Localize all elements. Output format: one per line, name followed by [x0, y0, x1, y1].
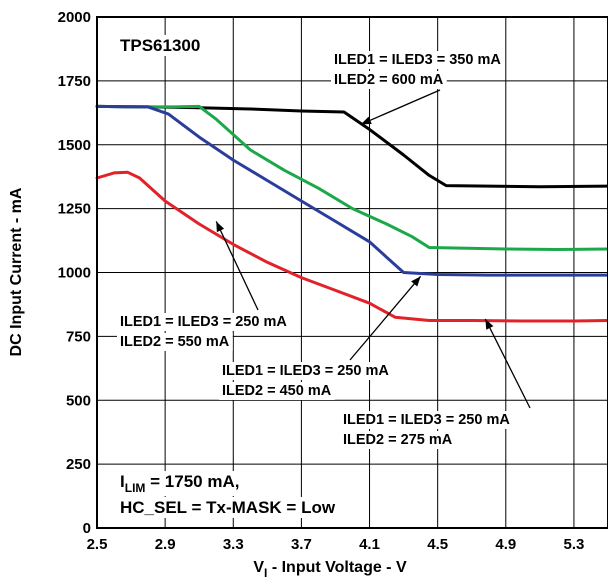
grid [97, 17, 608, 528]
annotation-green-line1: ILED1 = ILED3 = 250 mA [120, 314, 287, 330]
x-tick-label: 2.9 [155, 536, 176, 553]
annotation-arrows [215, 89, 531, 409]
y-tick-label: 750 [66, 328, 91, 345]
annotation-background [219, 362, 393, 380]
y-axis-title: DC Input Current - mA [8, 187, 25, 356]
y-tick-label: 500 [66, 392, 91, 409]
annotation-red-line1: ILED1 = ILED3 = 250 mA [343, 412, 510, 428]
y-tick-label: 1250 [58, 201, 91, 218]
x-tick-label: 4.5 [427, 536, 448, 553]
annotation-arrowhead-1 [216, 221, 225, 233]
annotation-background [117, 313, 291, 331]
annotation-arrowhead-3 [485, 319, 494, 330]
y-tick-label: 1000 [58, 265, 91, 282]
condition-hcsel-label: HC_SEL = Tx-MASK = Low [120, 498, 336, 517]
y-tick-label: 0 [83, 520, 91, 537]
x-tick-label: 2.5 [87, 536, 108, 553]
series-layer [95, 104, 608, 323]
series-line-3 [95, 170, 608, 323]
x-tick-label: 4.1 [359, 536, 380, 553]
annotation-background [117, 333, 233, 351]
x-tick-label: 3.3 [223, 536, 244, 553]
annotation-red-line2: ILED2 = 275 mA [343, 432, 453, 448]
annotation-background [117, 35, 204, 56]
annotation-arrowhead-0 [361, 116, 372, 125]
annotation-background [340, 431, 456, 449]
plot-frame [96, 16, 608, 529]
condition-ilim-label: ILIM = 1750 mA, [120, 472, 239, 495]
x-tick-label: 4.9 [495, 536, 516, 553]
annotation-arrow-line-1 [215, 221, 259, 311]
annotation-arrow-line-3 [484, 318, 531, 409]
part-number-label: TPS61300 [120, 36, 200, 55]
y-tick-label: 1500 [58, 137, 91, 154]
annotation-background [331, 71, 447, 89]
tick-labels: 2.5 2.9 3.3 3.7 4.1 4.5 4.9 5.3 0 250 500 750 1000 12… [58, 9, 585, 553]
annotation-background [219, 382, 335, 400]
annotation-background [117, 471, 243, 496]
annotation-background [340, 411, 514, 429]
y-tick-label: 250 [66, 456, 91, 473]
annotation-blue-line2: ILED2 = 450 mA [222, 383, 332, 399]
x-axis-title: VI - Input Voltage - V [253, 559, 407, 580]
annotation-black-line1: ILED1 = ILED3 = 350 mA [334, 52, 501, 68]
annotation-arrow-line-2 [349, 275, 422, 361]
x-tick-label: 5.3 [564, 536, 585, 553]
annotation-background [331, 51, 505, 69]
series-line-2 [95, 104, 608, 277]
x-tick-label: 3.7 [291, 536, 312, 553]
series-line-1 [95, 104, 608, 251]
annotation-arrowhead-2 [411, 276, 421, 287]
y-tick-label: 1750 [58, 73, 91, 90]
annotation-blue-line1: ILED1 = ILED3 = 250 mA [222, 363, 389, 379]
annotation-black-line2: ILED2 = 600 mA [334, 72, 444, 88]
annotation-layer: TPS61300 ILED1 = ILED3 = 350 mA ILED2 = … [117, 35, 514, 518]
y-tick-label: 2000 [58, 9, 91, 26]
annotation-background [117, 497, 339, 518]
annotation-green-line2: ILED2 = 550 mA [120, 334, 230, 350]
annotation-arrow-line-0 [360, 89, 441, 125]
